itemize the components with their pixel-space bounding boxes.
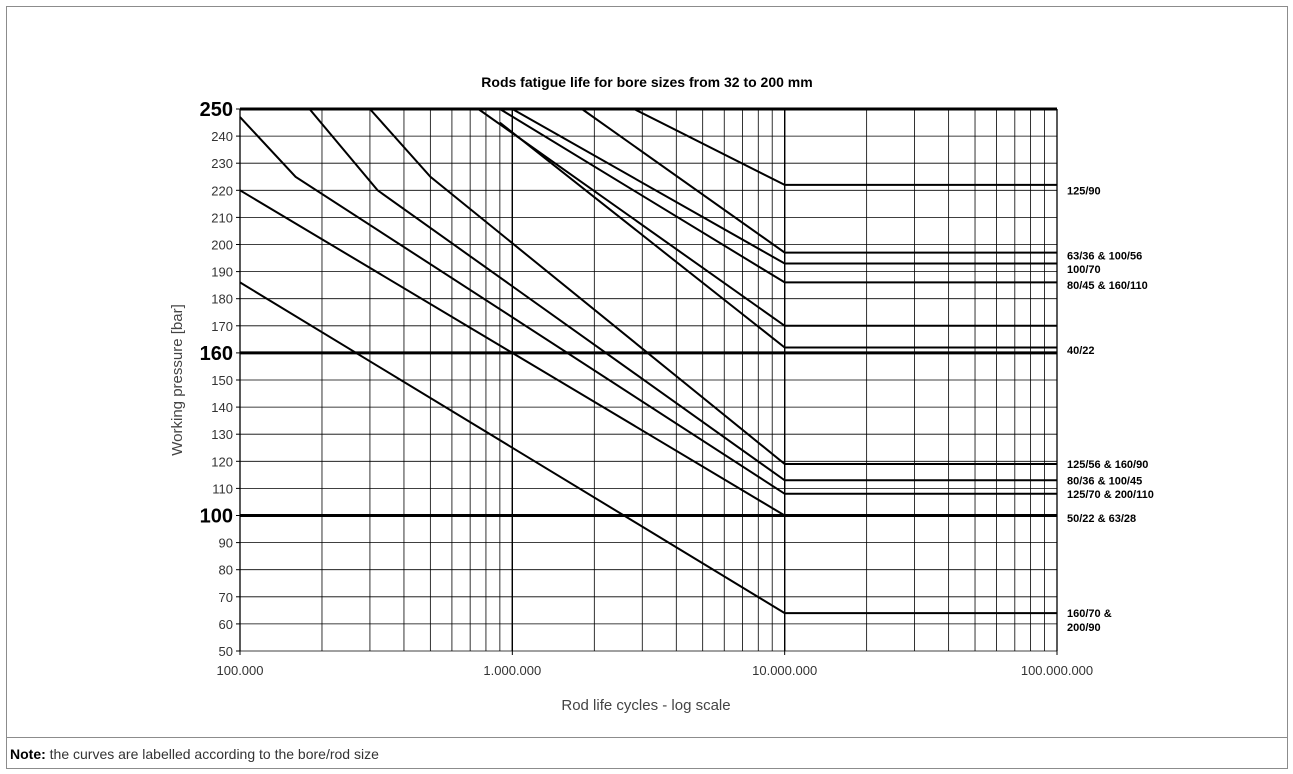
y-tick-label: 190 — [211, 265, 233, 280]
series-line-9 — [239, 116, 1057, 495]
x-axis-label: Rod life cycles - log scale — [561, 697, 730, 714]
chart-title: Rods fatigue life for bore sizes from 32… — [481, 74, 812, 90]
curve-label: 125/56 & 160/90 — [1067, 459, 1148, 471]
series-line-2 — [581, 108, 1057, 254]
x-tick-label: 10.000.000 — [752, 663, 817, 678]
curve-label: 200/90 — [1067, 622, 1101, 634]
curve-label: 125/70 & 200/110 — [1067, 489, 1154, 501]
y-tick-label: 150 — [211, 373, 233, 388]
y-tick-label: 60 — [219, 617, 233, 632]
y-tick-label: 220 — [211, 183, 233, 198]
series-line-10 — [239, 189, 1057, 517]
y-tick-label: 90 — [219, 536, 233, 551]
y-ticks: 50 60 70 80 90 100 110 120 130 140 150 160 170 180 190… — [200, 99, 240, 659]
y-tick-label: 250 — [200, 99, 233, 121]
x-ticks: 100.000 1.000.000 10.000.000 100.000.000 — [217, 651, 1093, 678]
y-tick-label: 140 — [211, 400, 233, 415]
y-tick-label: 180 — [211, 292, 233, 307]
curve-label: 63/36 & 100/56 — [1067, 250, 1142, 262]
curve-labels: 125/90 63/36 & 100/56 100/70 80/45 & 160/11… — [1067, 185, 1154, 634]
y-tick-label: 50 — [219, 644, 233, 659]
y-tick-label: 170 — [211, 319, 233, 334]
series-line-3 — [511, 108, 1057, 265]
curve-label: 100/70 — [1067, 264, 1101, 276]
y-tick-label: 120 — [211, 454, 233, 469]
curve-label: 40/22 — [1067, 345, 1095, 357]
series-line-8 — [308, 108, 1057, 482]
figure-note: Note: the curves are labelled according … — [10, 746, 379, 762]
y-tick-label: 210 — [211, 210, 233, 225]
note-prefix: Note: — [10, 746, 46, 762]
y-tick-label: 70 — [219, 590, 233, 605]
y-tick-label: 130 — [211, 427, 233, 442]
series-line-1 — [633, 108, 1057, 186]
series-line-4 — [499, 108, 1057, 284]
x-tick-label: 1.000.000 — [483, 663, 541, 678]
series-line-7 — [369, 108, 1057, 465]
series-group — [239, 108, 1057, 615]
y-axis-label: Working pressure [bar] — [169, 304, 186, 455]
y-tick-label: 100 — [200, 506, 233, 528]
curve-label: 160/70 & — [1067, 608, 1112, 620]
x-tick-label: 100.000 — [217, 663, 264, 678]
note-divider — [6, 737, 1288, 738]
series-line-5 — [477, 108, 1057, 327]
y-tick-label: 200 — [211, 238, 233, 253]
reference-lines — [240, 107, 1057, 517]
y-tick-label: 80 — [219, 563, 233, 578]
figure-frame — [6, 6, 1288, 769]
y-tick-label: 110 — [212, 481, 233, 496]
curve-label: 125/90 — [1067, 185, 1101, 197]
y-tick-label: 230 — [211, 156, 233, 171]
y-tick-label: 240 — [211, 129, 233, 144]
y-tick-label: 160 — [200, 343, 233, 365]
curve-label: 80/45 & 160/110 — [1067, 280, 1148, 292]
series-line-6 — [499, 121, 1057, 349]
x-tick-label: 100.000.000 — [1021, 663, 1093, 678]
curve-label: 80/36 & 100/45 — [1067, 475, 1142, 487]
note-text: the curves are labelled according to the… — [45, 746, 379, 762]
curve-label: 50/22 & 63/28 — [1067, 513, 1136, 525]
grid — [239, 108, 1058, 652]
series-line-11 — [239, 281, 1057, 615]
